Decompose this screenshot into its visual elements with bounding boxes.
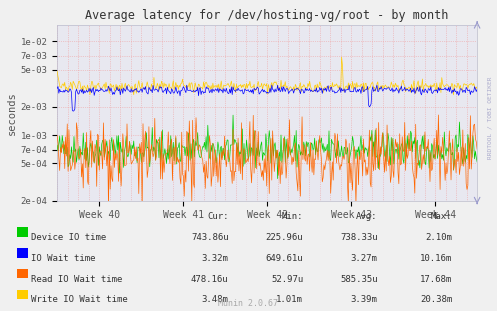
Text: 2.10m: 2.10m — [425, 233, 452, 242]
Y-axis label: seconds: seconds — [6, 91, 16, 135]
Text: Read IO Wait time: Read IO Wait time — [31, 275, 123, 284]
Text: 52.97u: 52.97u — [271, 275, 303, 284]
Text: 743.86u: 743.86u — [191, 233, 229, 242]
Text: IO Wait time: IO Wait time — [31, 254, 96, 263]
Text: 1.01m: 1.01m — [276, 295, 303, 304]
Text: 3.39m: 3.39m — [351, 295, 378, 304]
Title: Average latency for /dev/hosting-vg/root - by month: Average latency for /dev/hosting-vg/root… — [85, 9, 449, 22]
Text: 17.68m: 17.68m — [420, 275, 452, 284]
Text: 225.96u: 225.96u — [265, 233, 303, 242]
Text: Device IO time: Device IO time — [31, 233, 106, 242]
Text: Munin 2.0.67: Munin 2.0.67 — [219, 299, 278, 308]
Text: Min:: Min: — [282, 212, 303, 221]
Text: Cur:: Cur: — [207, 212, 229, 221]
Text: 3.27m: 3.27m — [351, 254, 378, 263]
Text: 3.48m: 3.48m — [202, 295, 229, 304]
Text: Write IO Wait time: Write IO Wait time — [31, 295, 128, 304]
Text: 738.33u: 738.33u — [340, 233, 378, 242]
Text: Max:: Max: — [431, 212, 452, 221]
Text: 478.16u: 478.16u — [191, 275, 229, 284]
Text: 3.32m: 3.32m — [202, 254, 229, 263]
Text: 20.38m: 20.38m — [420, 295, 452, 304]
Text: 649.61u: 649.61u — [265, 254, 303, 263]
Text: Avg:: Avg: — [356, 212, 378, 221]
Text: 10.16m: 10.16m — [420, 254, 452, 263]
Text: 585.35u: 585.35u — [340, 275, 378, 284]
Text: RRDTOOL / TOBI OETIKER: RRDTOOL / TOBI OETIKER — [487, 77, 492, 160]
